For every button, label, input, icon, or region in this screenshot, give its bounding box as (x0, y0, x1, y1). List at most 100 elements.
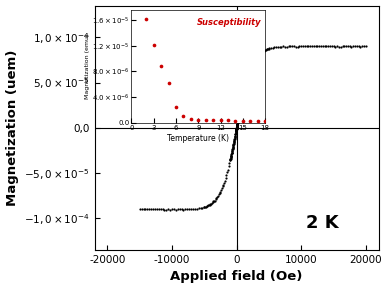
Point (233, 126, 240, 131)
Point (234, 123, 240, 127)
Point (345, 44, 351, 49)
Point (282, 44, 288, 49)
Point (256, 53, 262, 58)
Point (233, 128, 239, 133)
Point (171, 207, 177, 212)
Point (238, 102, 244, 107)
Point (234, 123, 240, 127)
Point (233, 128, 239, 132)
Point (235, 119, 241, 124)
Point (296, 44, 303, 49)
Point (238, 104, 244, 109)
Point (204, 203, 211, 208)
Point (234, 125, 240, 130)
Point (212, 197, 219, 201)
Point (233, 129, 239, 133)
Point (234, 122, 240, 127)
Point (235, 115, 241, 120)
Point (233, 127, 240, 131)
Point (237, 108, 243, 112)
Point (184, 207, 190, 211)
Point (204, 204, 210, 209)
Point (234, 123, 240, 128)
Point (261, 48, 267, 53)
Point (228, 152, 235, 157)
Point (234, 123, 240, 128)
Point (325, 44, 331, 49)
Point (277, 45, 283, 49)
Point (363, 44, 369, 49)
Point (229, 146, 236, 150)
Point (273, 45, 279, 50)
Point (263, 47, 269, 52)
Point (235, 121, 241, 125)
Point (236, 111, 243, 116)
Point (337, 44, 344, 49)
Point (233, 128, 239, 133)
Point (231, 141, 237, 146)
Point (233, 127, 240, 132)
Point (231, 136, 238, 140)
Point (235, 116, 241, 120)
Point (234, 123, 240, 127)
Point (234, 125, 240, 129)
Text: 2 K: 2 K (306, 214, 338, 232)
Point (213, 196, 219, 201)
Point (245, 73, 252, 78)
Point (234, 121, 240, 126)
Point (233, 128, 239, 133)
Point (233, 128, 239, 133)
Point (234, 123, 240, 128)
Point (230, 146, 236, 150)
Point (255, 53, 261, 58)
Point (234, 123, 240, 127)
Point (156, 207, 162, 212)
Point (231, 140, 237, 145)
Point (298, 44, 304, 49)
Point (250, 62, 256, 66)
Point (234, 124, 240, 129)
Point (237, 108, 243, 113)
Point (234, 122, 240, 127)
Point (137, 207, 143, 212)
Point (341, 44, 348, 48)
Point (233, 128, 239, 132)
Point (234, 123, 240, 127)
Point (300, 44, 306, 49)
Point (239, 98, 245, 103)
Point (234, 124, 240, 128)
Point (233, 129, 239, 133)
Point (234, 123, 240, 128)
Point (347, 44, 353, 49)
Point (252, 59, 258, 64)
Point (233, 128, 239, 133)
Point (217, 190, 223, 194)
Point (233, 131, 239, 136)
Point (231, 141, 237, 146)
Point (234, 124, 240, 129)
Point (228, 153, 234, 158)
Point (254, 54, 260, 59)
Point (234, 122, 240, 127)
Point (226, 164, 232, 169)
Point (268, 46, 274, 51)
Point (207, 202, 213, 207)
Point (271, 45, 277, 50)
Point (239, 98, 245, 103)
Point (230, 145, 236, 150)
Point (230, 144, 236, 149)
Point (249, 64, 255, 68)
Point (232, 135, 238, 140)
X-axis label: Applied field (Oe): Applied field (Oe) (170, 271, 303, 284)
Point (234, 123, 240, 128)
Point (240, 93, 246, 98)
Point (233, 128, 239, 133)
Point (260, 49, 267, 53)
Point (236, 114, 242, 118)
Point (235, 120, 241, 125)
Point (239, 97, 245, 101)
Point (233, 127, 240, 132)
Point (233, 127, 240, 131)
Point (334, 43, 340, 48)
Point (178, 207, 185, 212)
